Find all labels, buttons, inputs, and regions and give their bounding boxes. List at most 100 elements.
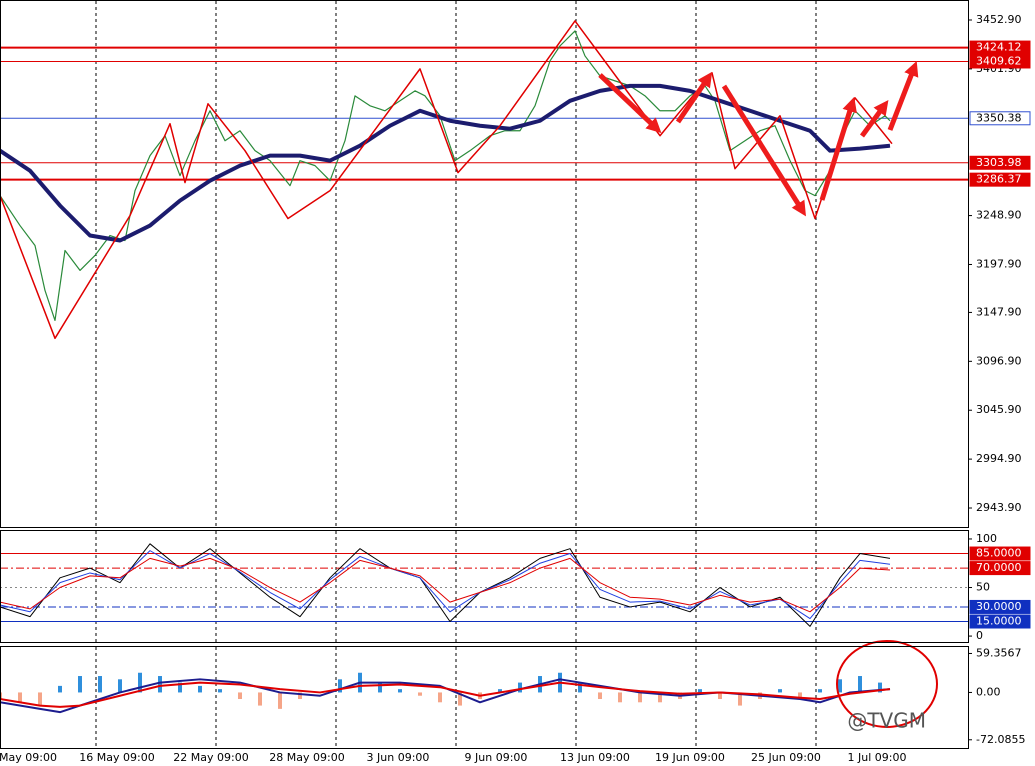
level-label-box xyxy=(969,546,1031,561)
histogram-bar xyxy=(738,692,742,706)
histogram-bar xyxy=(258,692,262,706)
histogram-bar xyxy=(818,689,822,693)
series-line xyxy=(0,543,891,627)
x-tick-label: 22 May 09:00 xyxy=(173,751,248,764)
x-tick-label: 1 Jul 09:00 xyxy=(848,751,907,764)
y-tick-label: 3452.90 xyxy=(976,13,1022,26)
histogram-bar xyxy=(218,689,222,693)
histogram-bar xyxy=(198,685,202,693)
y-tick-label: 3248.90 xyxy=(976,209,1022,222)
histogram-bar xyxy=(618,692,622,703)
level-label: 85.0000 xyxy=(976,547,1022,560)
histogram-bar xyxy=(78,676,82,693)
level-label-box xyxy=(969,155,1031,170)
histogram-bar xyxy=(698,689,702,693)
level-label: 3350.38 xyxy=(976,111,1022,124)
level-label: 3409.62 xyxy=(976,54,1022,67)
histogram-bar xyxy=(18,692,22,703)
arrow xyxy=(721,84,806,217)
level-label-box xyxy=(969,561,1031,576)
histogram-bar xyxy=(178,682,182,693)
y-tick-label: 2994.90 xyxy=(976,452,1022,465)
histogram-bar xyxy=(658,692,662,703)
frame xyxy=(0,530,969,643)
plot-layer xyxy=(0,20,893,714)
level-label-box xyxy=(969,40,1031,55)
histogram-bar xyxy=(38,692,42,706)
y-tick-label: 3096.90 xyxy=(976,354,1022,367)
watermark: @TVGM xyxy=(847,709,926,733)
histogram-bar xyxy=(498,689,502,693)
histogram-bar xyxy=(118,679,122,693)
level-label-box xyxy=(969,614,1031,629)
histogram-bar xyxy=(418,692,422,696)
level-label-box xyxy=(969,111,1031,126)
histogram-bar xyxy=(338,679,342,693)
x-tick-label: 13 Jun 09:00 xyxy=(560,751,630,764)
series-line xyxy=(0,550,891,620)
y-tick-label: 0.00 xyxy=(976,685,1001,698)
arrow xyxy=(598,73,662,134)
grid-layer xyxy=(0,1,968,748)
histogram-bar xyxy=(578,682,582,693)
y-tick-label: 50 xyxy=(976,581,990,594)
histogram-bar xyxy=(458,692,462,706)
trend-arrows xyxy=(598,61,919,217)
histogram-bar xyxy=(718,692,722,700)
y-tick-label: 3147.90 xyxy=(976,305,1022,318)
highlight-circle xyxy=(836,640,938,728)
histogram-bar xyxy=(638,692,642,703)
series-line xyxy=(0,83,891,243)
histogram-bar xyxy=(878,682,882,693)
frame xyxy=(0,646,969,749)
series-line xyxy=(0,678,891,714)
x-tick-label: 28 May 09:00 xyxy=(269,751,344,764)
x-tick-label: May 09:00 xyxy=(0,751,57,764)
level-label: 3286.37 xyxy=(976,173,1022,186)
level-label: 30.0000 xyxy=(976,600,1022,613)
arrow xyxy=(675,71,713,124)
histogram-bar xyxy=(158,676,162,693)
histogram-bar xyxy=(858,676,862,693)
level-label: 70.0000 xyxy=(976,561,1022,574)
x-tick-label: 3 Jun 09:00 xyxy=(367,751,430,764)
level-label: 3303.98 xyxy=(976,156,1022,169)
y-tick-label: 0 xyxy=(976,629,983,642)
level-label: 15.0000 xyxy=(976,615,1022,628)
histogram-bar xyxy=(778,689,782,693)
level-label-box xyxy=(969,599,1031,614)
histogram-bar xyxy=(438,692,442,703)
histogram-bar xyxy=(798,692,802,700)
series-line xyxy=(0,557,891,613)
x-tick-label: 16 May 09:00 xyxy=(79,751,154,764)
histogram-bar xyxy=(278,692,282,709)
histogram-bar xyxy=(398,689,402,693)
arrow xyxy=(859,99,889,138)
y-tick-label: 3197.90 xyxy=(976,257,1022,270)
x-tick-label: 25 Jun 09:00 xyxy=(751,751,821,764)
arrow xyxy=(887,61,919,131)
y-tick-label: 59.3567 xyxy=(976,646,1022,659)
y-tick-label: 3045.90 xyxy=(976,403,1022,416)
series-line xyxy=(0,681,891,708)
series-line xyxy=(0,20,893,340)
histogram-bar xyxy=(598,692,602,700)
histogram-bar xyxy=(518,682,522,693)
arrow xyxy=(819,96,857,201)
histogram-bar xyxy=(298,692,302,700)
histogram-bar xyxy=(838,679,842,693)
level-label-box xyxy=(969,172,1031,187)
y-tick-label: 2943.90 xyxy=(976,501,1022,514)
level-label: 3424.12 xyxy=(976,41,1022,54)
histogram-bar xyxy=(138,672,142,693)
y-tick-label: -72.0855 xyxy=(976,733,1025,746)
histogram-bar xyxy=(58,685,62,693)
x-tick-label: 19 Jun 09:00 xyxy=(655,751,725,764)
y-tick-label: 100 xyxy=(976,532,997,545)
x-tick-label: 9 Jun 09:00 xyxy=(465,751,528,764)
level-label-box xyxy=(969,54,1031,69)
histogram-bar xyxy=(98,676,102,693)
histogram-bar xyxy=(378,682,382,693)
histogram-bar xyxy=(238,692,242,700)
